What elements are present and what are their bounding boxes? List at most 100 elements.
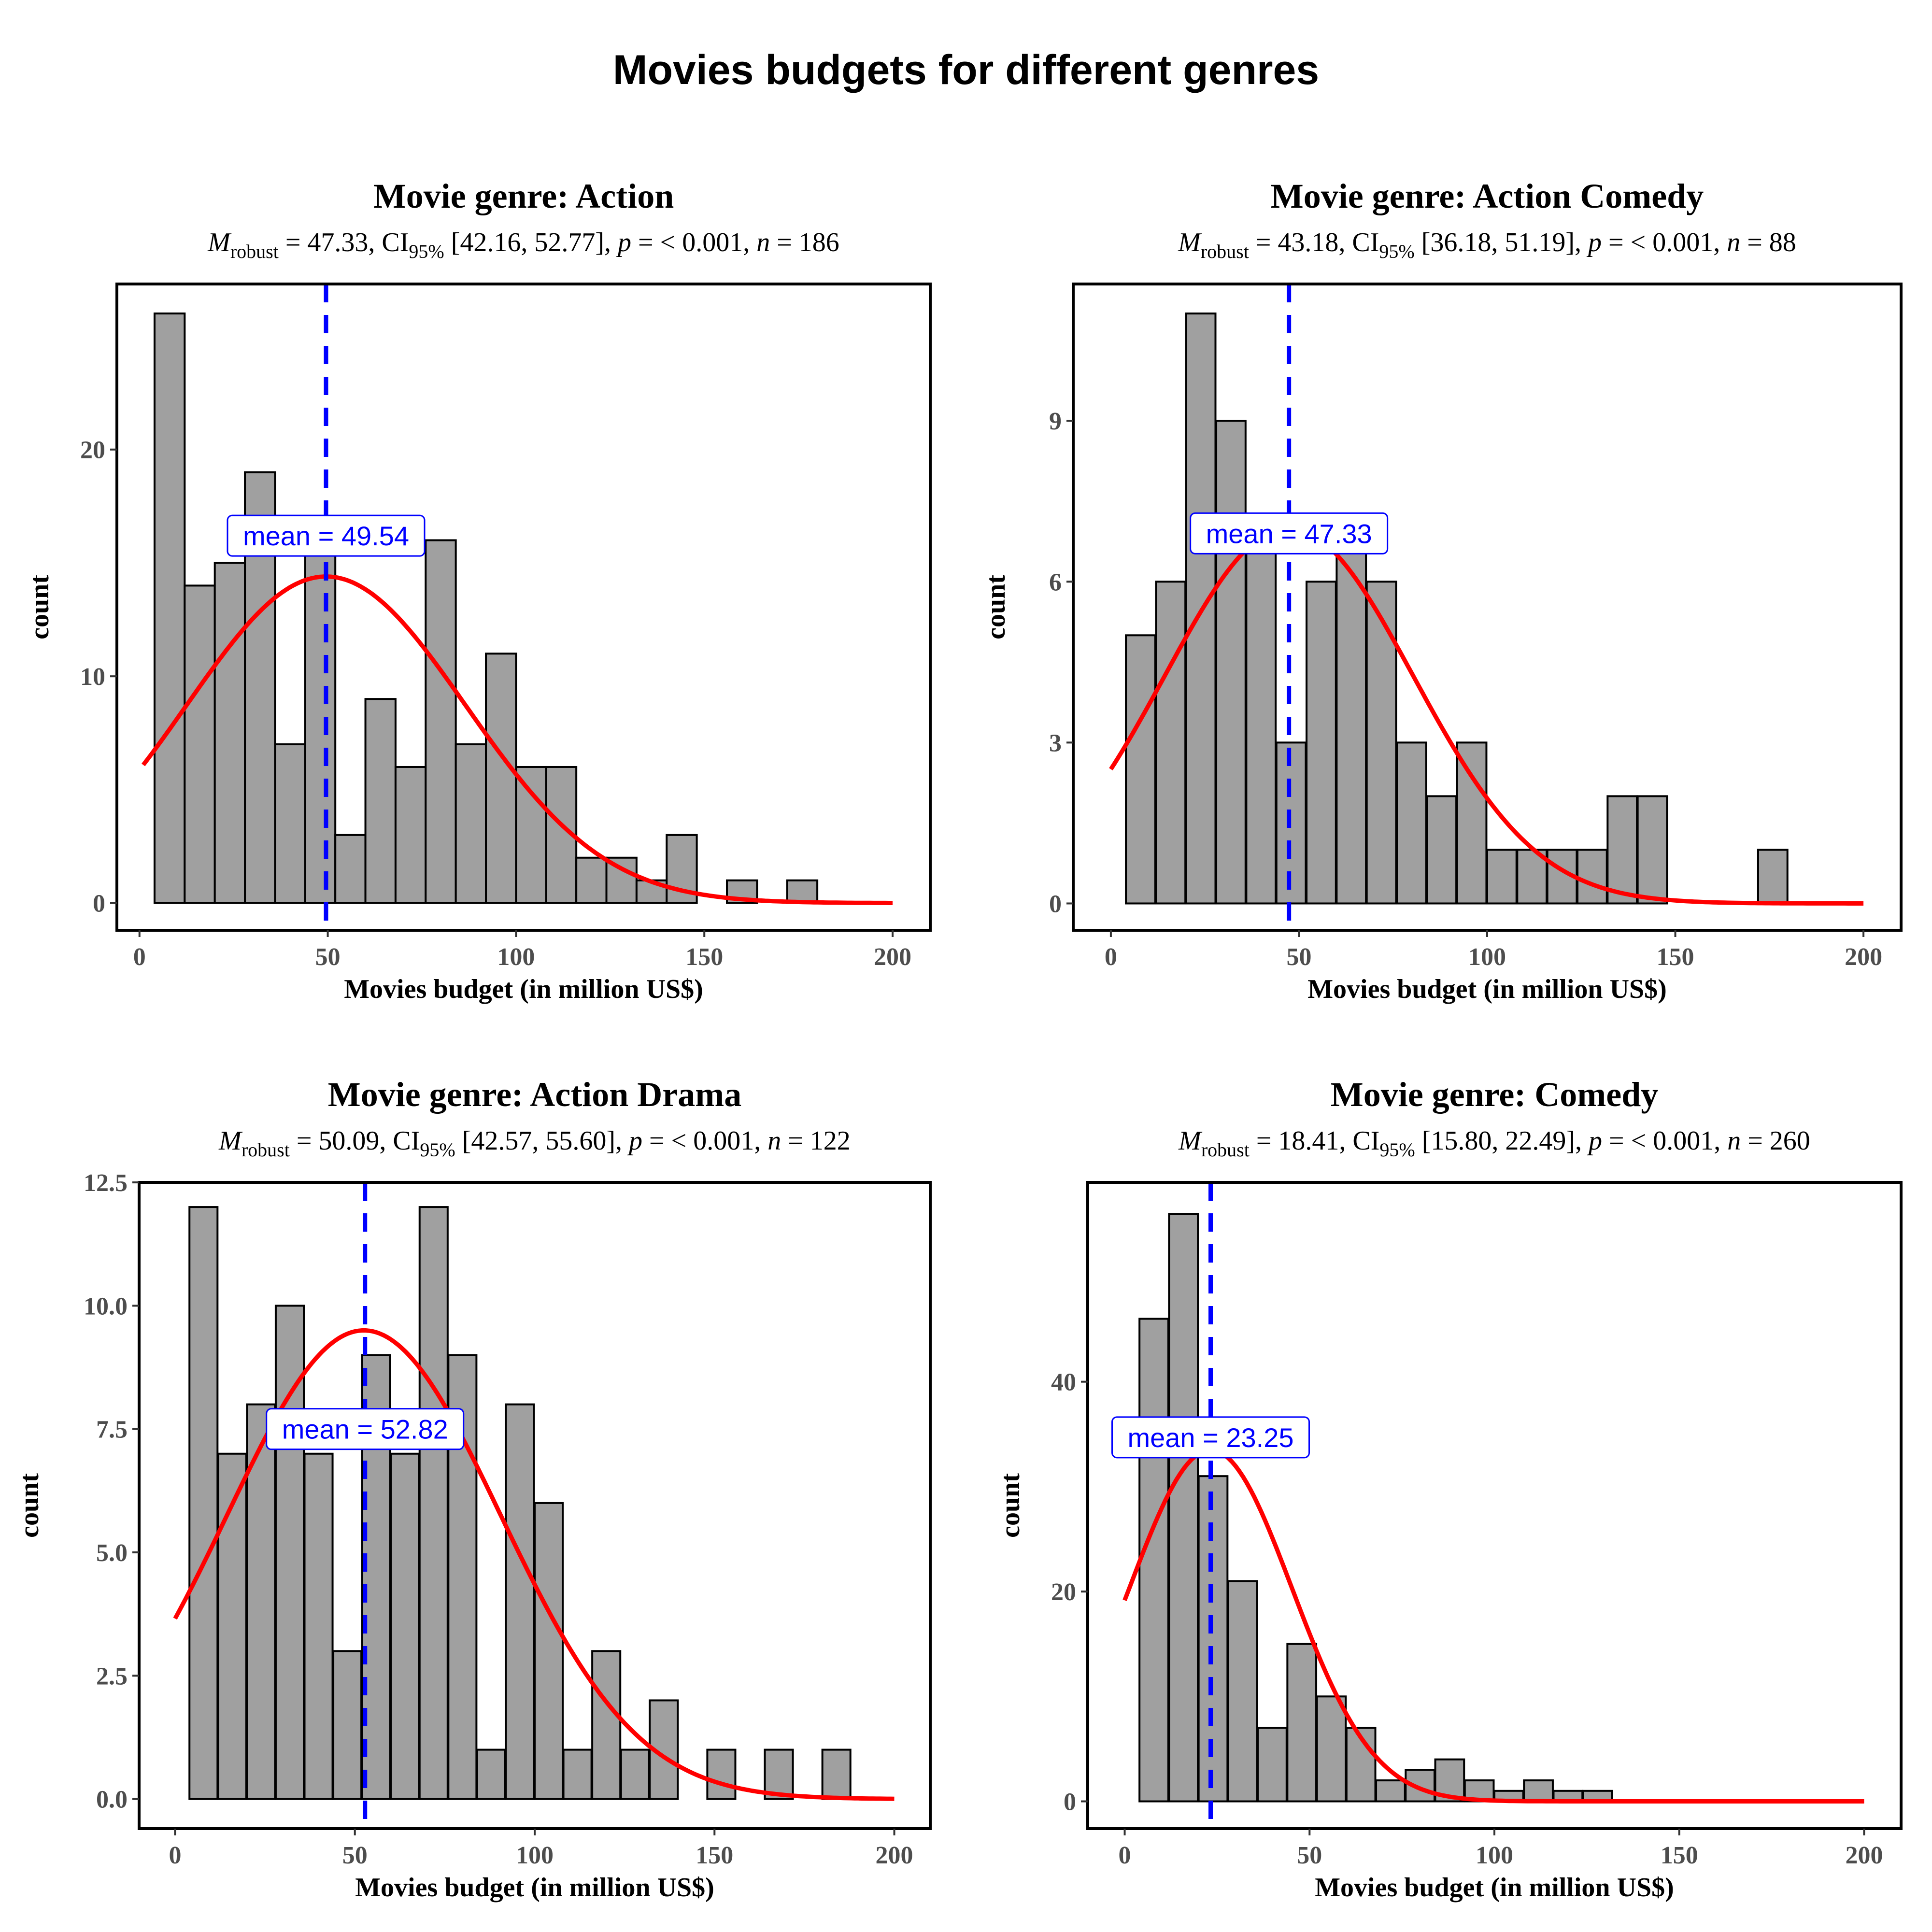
x-tick-label: 150 — [696, 1842, 733, 1869]
panel-title: Movie genre: Action Drama — [328, 1075, 741, 1114]
y-tick-label: 7.5 — [96, 1416, 128, 1444]
x-tick-label: 50 — [1286, 943, 1311, 971]
histogram-bar — [1306, 581, 1337, 905]
mean-label-text: mean = 49.54 — [243, 521, 409, 551]
y-tick-label: 0 — [93, 890, 105, 918]
histogram-bar — [303, 1452, 334, 1800]
histogram-bar — [1365, 581, 1397, 905]
mean-label-text: mean = 23.25 — [1127, 1422, 1293, 1453]
histogram-bar — [304, 539, 337, 904]
histogram-bar — [575, 856, 608, 904]
histogram-bar — [418, 1206, 449, 1800]
histogram-bar — [1606, 795, 1638, 905]
main-title: Movies budgets for different genres — [612, 47, 1320, 93]
histogram-bar — [1257, 1727, 1288, 1803]
panel-subtitle: Mrobust = 18.41, CI95% [15.80, 22.49], p… — [1178, 1126, 1810, 1161]
histogram-bar — [534, 1502, 564, 1800]
panel-subtitle: Mrobust = 47.33, CI95% [42.16, 52.77], p… — [207, 227, 839, 262]
histogram-bar — [620, 1748, 650, 1800]
histogram-bar — [1286, 1643, 1318, 1803]
y-tick-label: 3 — [1049, 729, 1062, 757]
histogram-bar — [1138, 1318, 1169, 1803]
panel-action: Movie genre: Action Mrobust = 47.33, CI95… — [25, 177, 932, 1004]
histogram-bar — [213, 562, 246, 904]
histogram-bar — [562, 1748, 593, 1800]
y-tick-label: 40 — [1051, 1369, 1076, 1396]
x-axis-label: Movies budget (in million US$) — [344, 974, 703, 1004]
histogram-bar — [1197, 1475, 1229, 1803]
x-tick-label: 0 — [1105, 943, 1117, 971]
x-tick-label: 50 — [315, 943, 341, 971]
mean-label-box — [1111, 1416, 1310, 1459]
histogram-bar — [217, 1452, 247, 1800]
x-tick-label: 100 — [497, 943, 535, 971]
panel-comedy: Movie genre: Comedy Mrobust = 18.41, CI95… — [995, 1075, 1903, 1903]
histogram-bar — [1215, 420, 1247, 905]
x-tick-label: 100 — [1468, 943, 1506, 971]
x-tick-label: 100 — [516, 1842, 554, 1869]
y-tick-label: 9 — [1049, 408, 1062, 435]
y-tick-label: 5.0 — [96, 1539, 128, 1567]
panel-subtitle: Mrobust = 50.09, CI95% [42.57, 55.60], p… — [218, 1126, 851, 1161]
histogram-bar — [332, 1650, 363, 1800]
y-tick-label: 6 — [1049, 568, 1062, 596]
panel-title: Movie genre: Action Comedy — [1271, 177, 1704, 215]
histogram-bar — [1396, 741, 1427, 905]
histogram-bar — [1168, 1213, 1199, 1803]
histogram-bar — [274, 743, 306, 904]
x-tick-label: 0 — [133, 943, 146, 971]
y-axis-label: count — [981, 575, 1011, 639]
panel-action-drama: Movie genre: Action Drama Mrobust = 50.09… — [14, 1075, 932, 1903]
mean-label-box — [1190, 512, 1389, 554]
mean-label: mean = 52.82 — [266, 1408, 465, 1450]
histogram-bar — [1636, 795, 1668, 905]
normal-curve — [173, 1328, 895, 1801]
y-tick-label: 2.5 — [96, 1662, 128, 1690]
histogram-bar — [246, 1403, 276, 1800]
histogram-bar — [425, 539, 457, 904]
histogram-bars — [188, 1206, 852, 1800]
x-tick-label: 150 — [1661, 1842, 1698, 1869]
y-tick-label: 20 — [1051, 1578, 1076, 1606]
x-tick-label: 200 — [876, 1842, 913, 1869]
histogram-bars — [153, 313, 819, 904]
histogram-bar — [1335, 527, 1367, 905]
mean-label-box — [266, 1408, 465, 1450]
normal-curve — [1122, 1448, 1864, 1804]
histogram-bar — [390, 1452, 420, 1800]
mean-label-text: mean = 47.33 — [1206, 518, 1372, 549]
mean-label-text: mean = 52.82 — [282, 1414, 448, 1445]
y-axis-label: count — [995, 1473, 1025, 1538]
histogram-bar — [706, 1748, 737, 1800]
x-tick-label: 100 — [1476, 1842, 1513, 1869]
panel-title: Movie genre: Action — [373, 177, 674, 215]
x-tick-label: 150 — [1657, 943, 1694, 971]
histogram-bar — [1576, 849, 1608, 905]
x-tick-label: 200 — [874, 943, 911, 971]
mean-label: mean = 23.25 — [1111, 1416, 1310, 1459]
histogram-bar — [1757, 849, 1789, 905]
histogram-bar — [394, 766, 427, 904]
panel-subtitle: Mrobust = 43.18, CI95% [36.18, 51.19], p… — [1178, 227, 1796, 262]
x-tick-label: 200 — [1845, 943, 1882, 971]
histogram-bar — [153, 313, 186, 904]
x-tick-label: 0 — [169, 1842, 181, 1869]
x-tick-label: 50 — [1297, 1842, 1322, 1869]
x-tick-label: 150 — [685, 943, 723, 971]
y-tick-label: 10 — [80, 663, 105, 691]
x-tick-label: 50 — [342, 1842, 368, 1869]
mean-label: mean = 47.33 — [1190, 512, 1389, 554]
y-tick-label: 12.5 — [84, 1169, 128, 1197]
x-axis-label: Movies budget (in million US$) — [1307, 974, 1667, 1004]
histogram-bar — [821, 1748, 852, 1800]
histogram-bar — [1316, 1695, 1347, 1803]
y-tick-label: 0.0 — [96, 1786, 128, 1814]
histogram-bar — [591, 1650, 622, 1800]
panel-action-comedy: Movie genre: Action Comedy Mrobust = 43.1… — [981, 177, 1903, 1004]
histogram-bar — [476, 1748, 506, 1800]
plot-frame — [115, 283, 932, 932]
histogram-bar — [485, 653, 517, 904]
x-axis-label: Movies budget (in million US$) — [355, 1873, 714, 1903]
histogram-bar — [1245, 527, 1277, 905]
histogram-bar — [1523, 1779, 1554, 1803]
